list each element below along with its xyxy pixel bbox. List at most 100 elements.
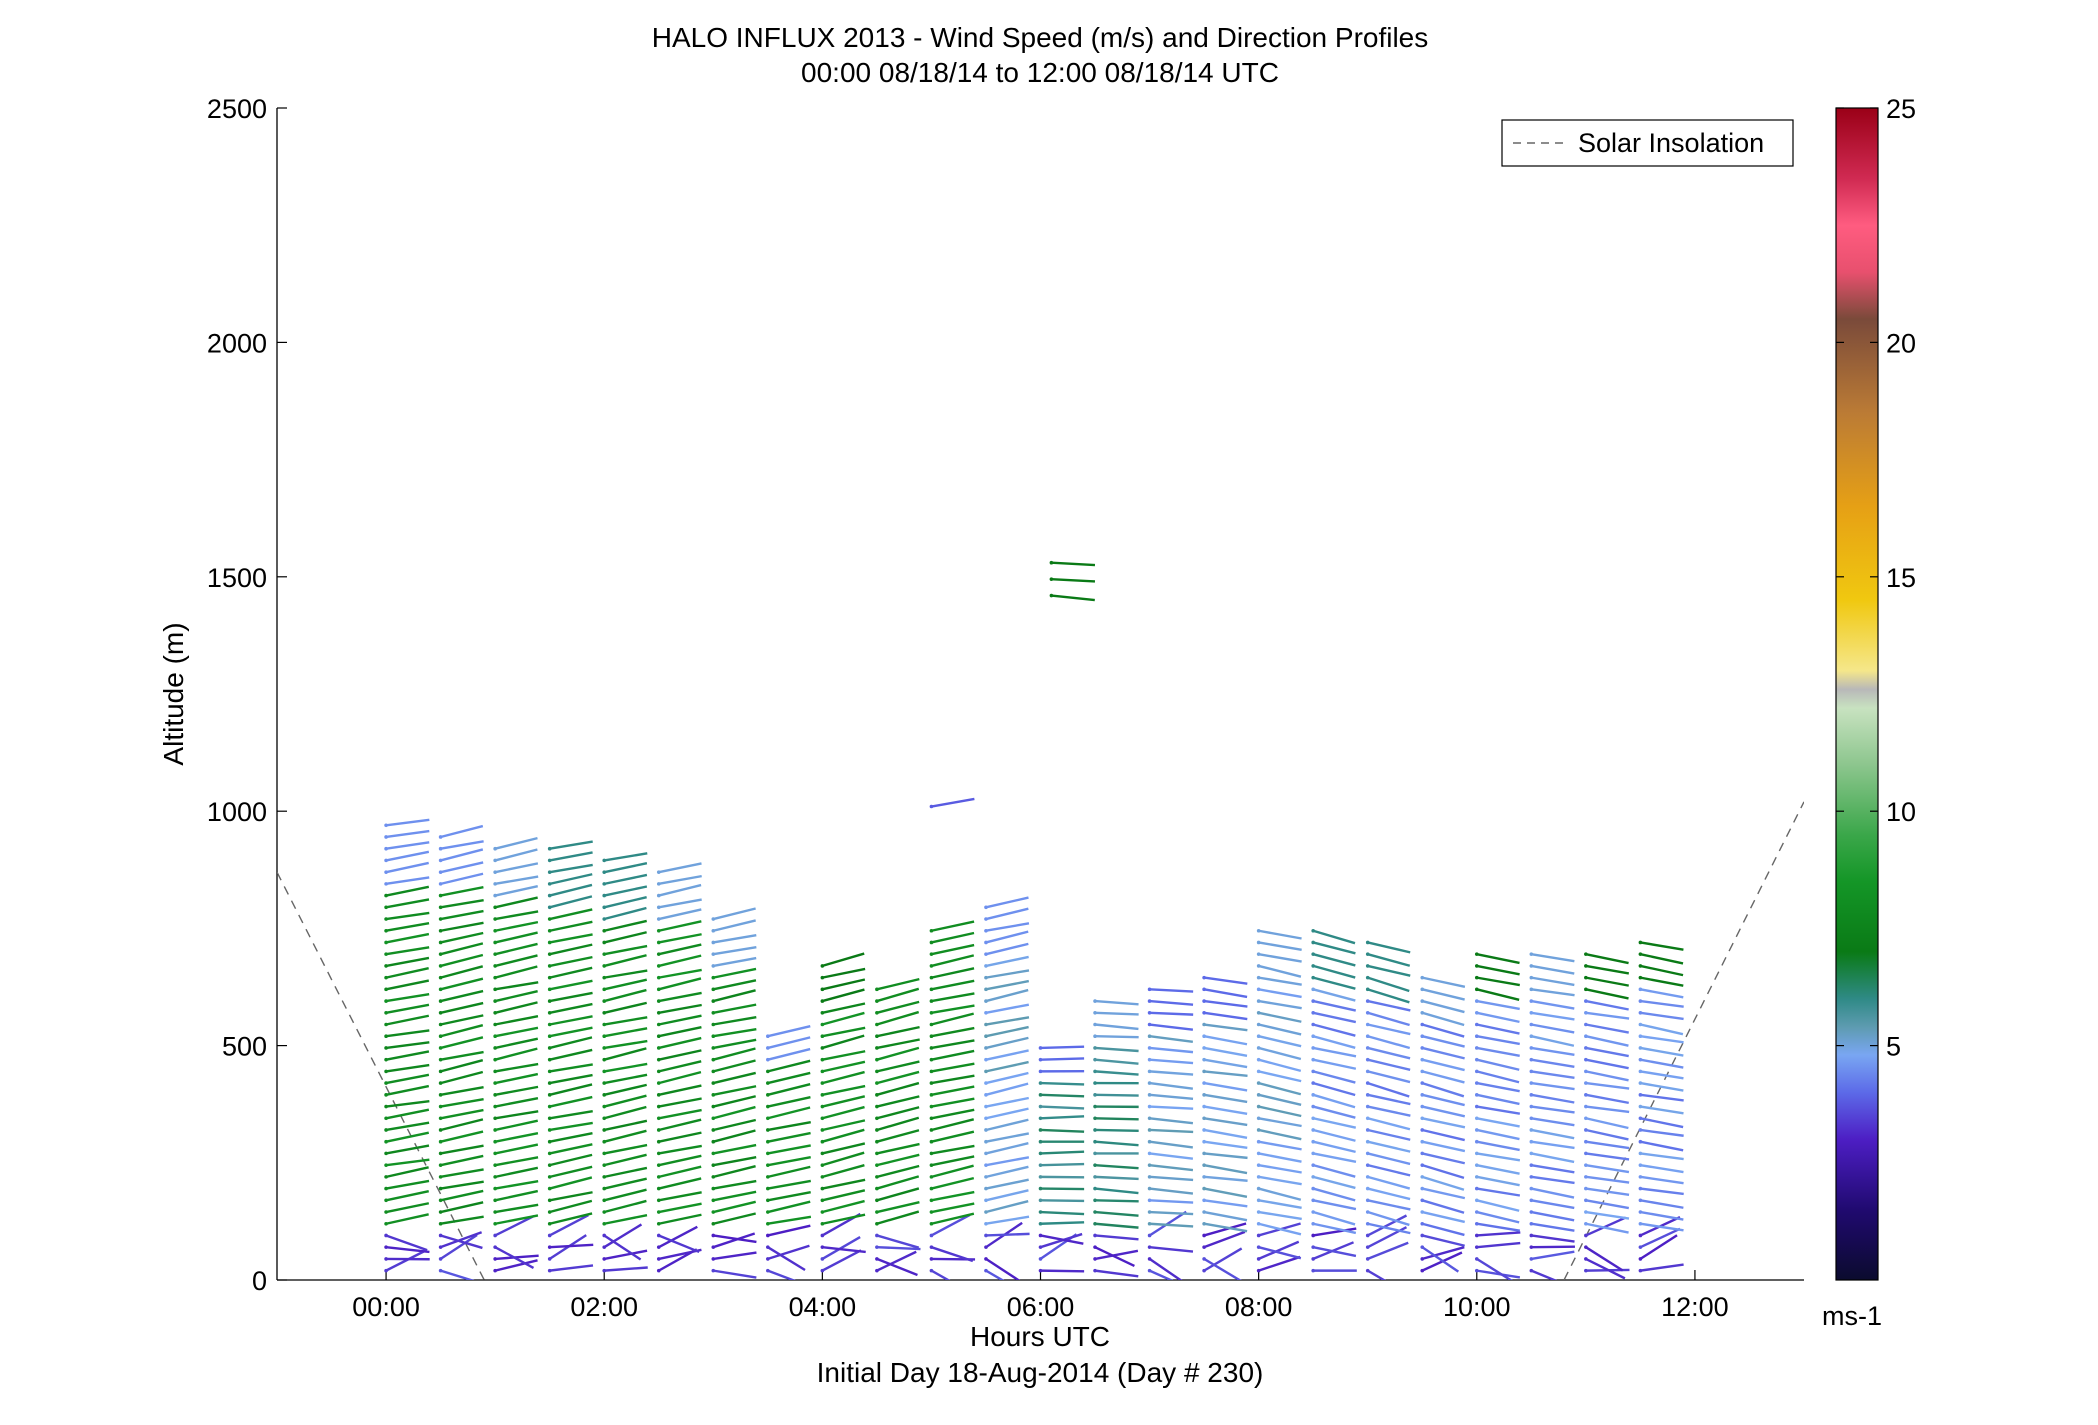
wind-barb	[440, 840, 484, 850]
wind-barb-tail	[820, 1163, 825, 1167]
wind-barb	[549, 991, 593, 1003]
wind-barb	[494, 1246, 535, 1270]
wind-barb	[440, 898, 484, 909]
wind-barb	[1312, 988, 1356, 1002]
wind-barb	[494, 1037, 539, 1050]
wind-barb-tail	[984, 1151, 988, 1156]
wind-barb	[603, 1001, 647, 1014]
wind-barb-tail	[438, 1128, 443, 1132]
wind-barb-tail	[766, 1034, 770, 1039]
wind-barb-tail	[1038, 1151, 1043, 1156]
wind-barb-tail	[656, 1268, 661, 1273]
wind-barb-tail	[602, 917, 607, 921]
wind-barb-tail	[1256, 1257, 1261, 1261]
wind-barb-tail	[711, 1210, 716, 1214]
wind-barb	[985, 1199, 1029, 1214]
wind-barb	[440, 1231, 483, 1249]
wind-barb	[1531, 1128, 1575, 1140]
wind-barb-tail	[438, 987, 443, 992]
wind-barb	[1040, 1162, 1085, 1167]
wind-barb-tail	[493, 1069, 497, 1074]
wind-barb-tail	[984, 1104, 988, 1109]
wind-barb	[1367, 1269, 1387, 1280]
wind-barb	[1149, 1093, 1194, 1100]
wind-barb	[1640, 976, 1684, 987]
wind-barb	[549, 1143, 593, 1155]
wind-barb	[822, 1070, 865, 1085]
wind-barb	[713, 1038, 757, 1050]
wind-barb-tail	[1093, 1034, 1097, 1039]
wind-barb	[931, 1108, 975, 1120]
wind-barb	[494, 989, 538, 1003]
wind-barb-tail	[602, 1034, 607, 1039]
wind-barb-tail	[766, 1046, 770, 1050]
wind-barb-tail	[1147, 1233, 1152, 1238]
wind-barb-tail	[438, 917, 443, 921]
wind-barb-tail	[602, 1104, 607, 1109]
wind-barb	[1203, 1128, 1248, 1139]
wind-barb	[1312, 1163, 1356, 1178]
wind-barb-tail	[602, 1268, 607, 1273]
wind-barb	[1531, 1152, 1575, 1164]
wind-barb-tail	[875, 1034, 879, 1039]
wind-barb	[658, 943, 702, 956]
wind-barb-tail	[656, 1163, 661, 1167]
wind-barb-tail	[1311, 964, 1315, 968]
wind-barb	[1367, 1140, 1411, 1153]
wind-barb-tail	[1038, 1186, 1043, 1191]
wind-barb-tail	[1202, 1010, 1206, 1015]
wind-barb	[1312, 1035, 1356, 1049]
wind-barb-tail	[547, 1116, 552, 1121]
wind-barb	[985, 1269, 1005, 1280]
wind-barb	[767, 1047, 811, 1061]
wind-barb	[604, 1062, 648, 1073]
wind-barb	[1531, 952, 1575, 963]
wind-barb	[1258, 1240, 1300, 1261]
wind-barb-tail	[875, 1104, 879, 1109]
wind-barb-tail	[1474, 987, 1479, 992]
wind-barb-tail	[1038, 1210, 1043, 1214]
wind-barb-tail	[1474, 1116, 1479, 1121]
wind-barb-tail	[384, 1069, 388, 1074]
wind-barb	[930, 1213, 971, 1237]
wind-barb	[876, 1038, 920, 1050]
wind-barb-tail	[1638, 1186, 1643, 1191]
wind-barb-tail	[1093, 1069, 1097, 1074]
wind-barb-tail	[1202, 1116, 1206, 1121]
wind-barb	[494, 1156, 539, 1167]
wind-barb	[1476, 1023, 1520, 1035]
wind-barb-tail	[602, 1010, 607, 1015]
wind-barb	[385, 861, 429, 874]
wind-barb	[440, 1189, 484, 1202]
wind-barb-tail	[1311, 1093, 1315, 1097]
wind-barb	[1585, 953, 1629, 965]
wind-barb-tail	[656, 987, 661, 992]
wind-barb-tail	[602, 1139, 607, 1144]
wind-barb	[713, 919, 756, 932]
wind-barb	[385, 898, 430, 909]
colorbar-unit-label: ms-1	[1822, 1301, 1882, 1331]
wind-barb	[494, 1015, 539, 1026]
wind-barb	[985, 1189, 1029, 1202]
wind-barb-tail	[384, 1163, 388, 1167]
wind-barb-tail	[656, 1257, 661, 1261]
wind-barb	[603, 1249, 648, 1261]
wind-barb	[1258, 1070, 1302, 1083]
wind-barb	[1312, 1175, 1356, 1190]
legend-label: Solar Insolation	[1578, 128, 1764, 158]
wind-barb-tail	[602, 1210, 607, 1214]
wind-barb	[1421, 1070, 1465, 1084]
wind-barb-tail	[1365, 1069, 1370, 1074]
wind-barb-tail	[438, 893, 443, 898]
wind-barb	[1312, 1222, 1357, 1235]
wind-barb-tail	[384, 882, 388, 886]
wind-barb	[1258, 1011, 1302, 1023]
wind-barb-tail	[1474, 1093, 1479, 1097]
wind-barb-tail	[438, 1116, 443, 1121]
wind-barb-tail	[1311, 1163, 1315, 1167]
wind-barb-tail	[1093, 1151, 1097, 1156]
wind-barb	[1258, 1081, 1302, 1096]
wind-barb-tail	[1529, 1175, 1534, 1179]
wind-barb-tail	[1584, 1245, 1588, 1249]
wind-barb-tail	[493, 952, 497, 956]
